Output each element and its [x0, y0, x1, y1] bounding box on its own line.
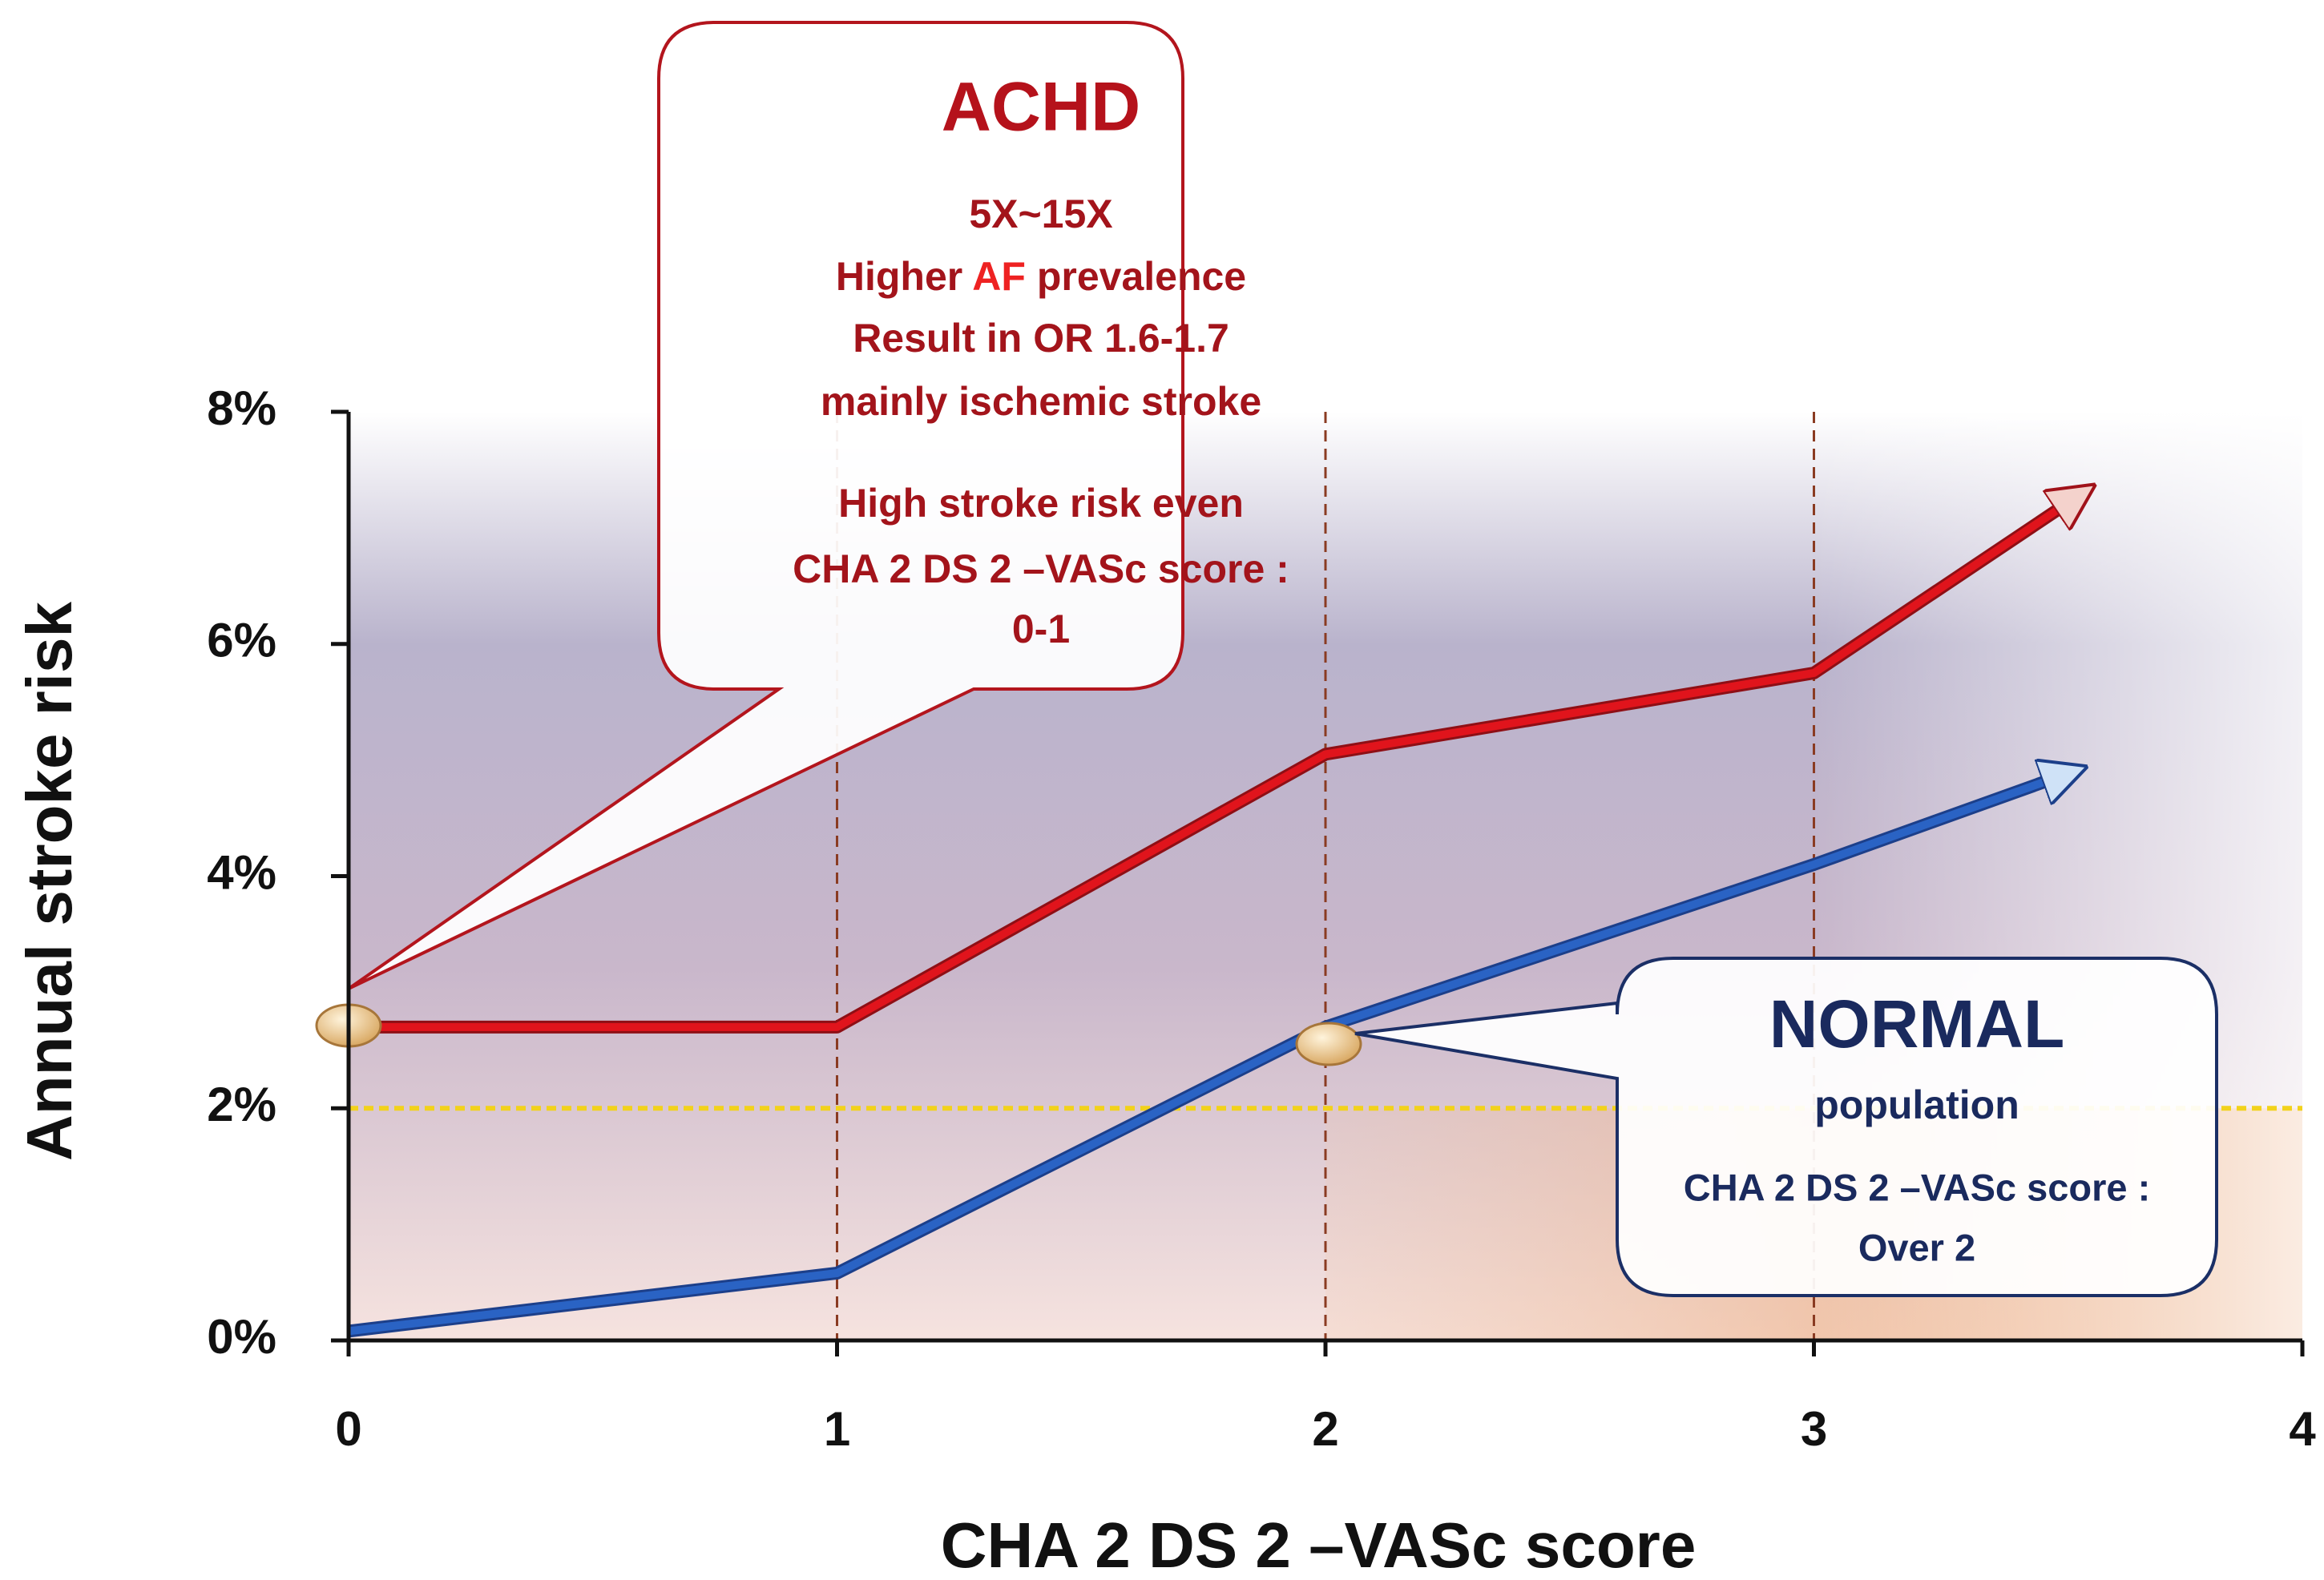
y-tick-label: 4%	[207, 845, 276, 899]
normal-subtitle: population	[1814, 1082, 2019, 1127]
normal-callout	[1354, 957, 2218, 1297]
x-tick-label: 4	[2289, 1402, 2316, 1456]
x-axis-label: CHA 2 DS 2 –VASc score	[941, 1509, 1697, 1580]
text-part: AF	[972, 254, 1026, 299]
achd-line: 5X~15X	[969, 191, 1112, 236]
x-tick-label: 0	[335, 1402, 361, 1456]
pill-icon	[1295, 1022, 1362, 1066]
y-axis-label: Annual stroke risk	[14, 601, 85, 1161]
series-line	[349, 493, 2083, 1031]
achd-callout	[347, 21, 1184, 990]
achd-line: 0-1	[1012, 607, 1070, 651]
y-tick-label: 2%	[207, 1078, 276, 1131]
text-part: Higher	[836, 254, 972, 299]
x-tick-label: 1	[824, 1402, 850, 1456]
axes: 0% 2% 4% 6% 8% 0 1 2 3 4	[207, 381, 2316, 1456]
normal-line: CHA 2 DS 2 –VASc score :	[1684, 1166, 2151, 1208]
achd-line: Higher AF prevalence	[836, 254, 1246, 299]
achd-line: CHA 2 DS 2 –VASc score :	[793, 546, 1289, 591]
normal-line: Over 2	[1858, 1226, 1975, 1268]
text-part: prevalence	[1026, 254, 1246, 299]
data-marks	[348, 493, 2083, 1338]
normal-title: NORMAL	[1769, 986, 2065, 1062]
y-tick-label: 0%	[207, 1310, 276, 1364]
achd-line: High stroke risk even	[838, 481, 1244, 526]
achd-line: mainly ischemic stroke	[821, 379, 1261, 424]
x-tick-label: 2	[1312, 1402, 1338, 1456]
achd-line: Result in OR 1.6-1.7	[853, 316, 1229, 361]
x-tick-label: 3	[1801, 1402, 1827, 1456]
achd-title: ACHD	[942, 69, 1140, 146]
y-tick-label: 8%	[207, 381, 276, 435]
y-tick-label: 6%	[207, 614, 276, 667]
